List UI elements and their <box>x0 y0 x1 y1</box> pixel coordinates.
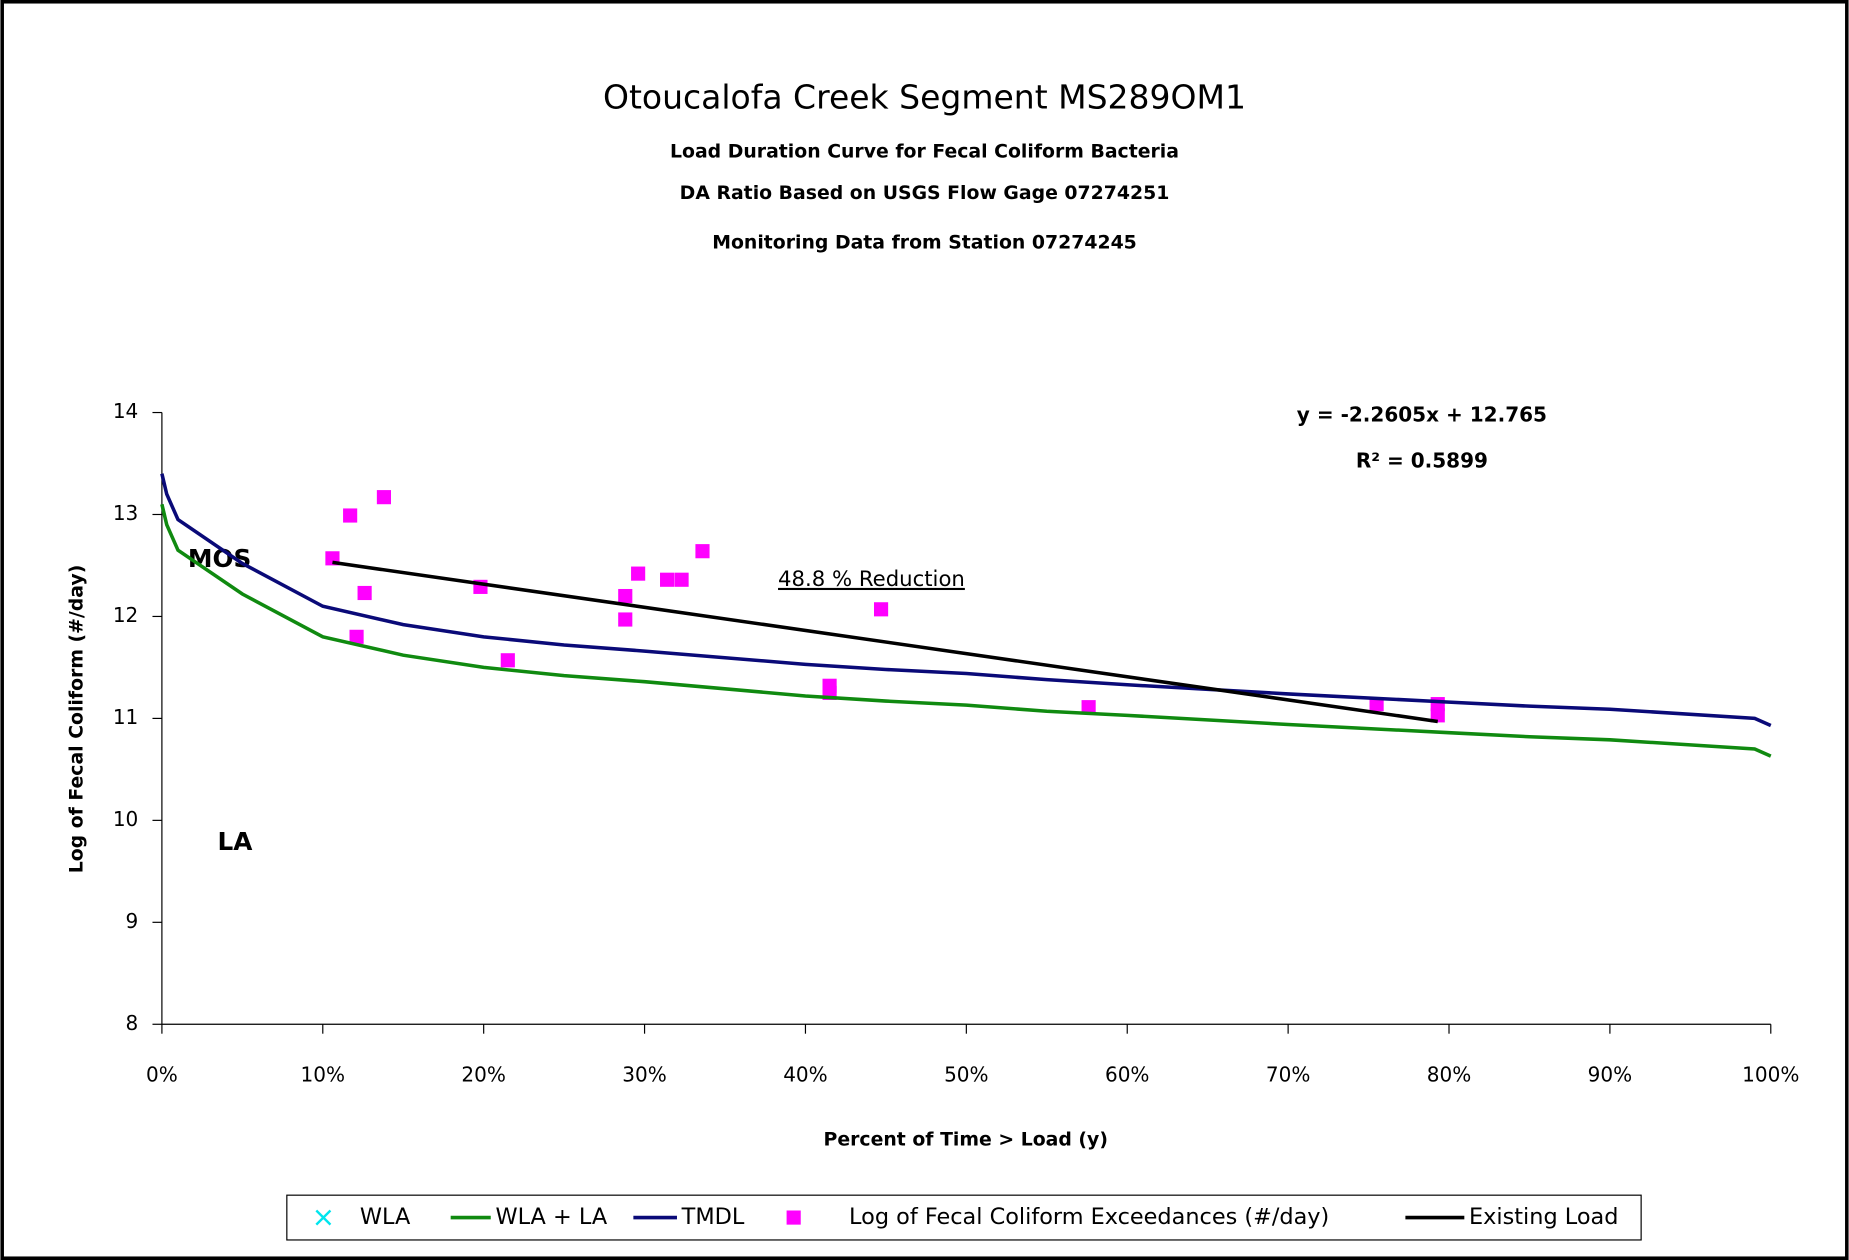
trend-equation: y = -2.2605x + 12.765 <box>1297 403 1547 427</box>
data-point <box>343 508 358 523</box>
y-tick-label: 12 <box>113 603 138 627</box>
data-point <box>618 588 633 604</box>
subtitle: DA Ratio Based on USGS Flow Gage 0727425… <box>680 183 1170 204</box>
x-axis-label: Percent of Time > Load (y) <box>824 1129 1108 1150</box>
data-point <box>695 544 710 559</box>
x-tick-label: 80% <box>1427 1063 1472 1087</box>
legend-label: TMDL <box>681 1204 745 1230</box>
data-point <box>1430 708 1445 723</box>
x-tick-label: 90% <box>1588 1063 1633 1087</box>
la-label: LA <box>218 827 254 856</box>
x-tick-label: 60% <box>1105 1063 1150 1087</box>
reduction-label: 48.8 % Reduction <box>778 567 965 592</box>
series-line <box>332 560 1438 724</box>
data-point <box>631 566 646 581</box>
legend-label: Existing Load <box>1469 1204 1618 1230</box>
y-tick-label: 8 <box>126 1011 139 1035</box>
data-point <box>873 602 889 617</box>
r-squared: R² = 0.5899 <box>1356 449 1488 473</box>
x-tick-label: 70% <box>1266 1063 1311 1087</box>
x-tick-label: 20% <box>461 1063 506 1087</box>
data-point <box>376 490 391 505</box>
data-point <box>1081 700 1096 715</box>
data-point <box>660 572 675 587</box>
data-point <box>674 572 689 587</box>
x-tick-label: 30% <box>622 1063 667 1087</box>
chart-title: Otoucalofa Creek Segment MS289OM1 <box>603 78 1246 117</box>
y-tick-label: 10 <box>113 807 138 831</box>
subtitle: Monitoring Data from Station 07274245 <box>712 232 1137 253</box>
data-point <box>1369 697 1384 712</box>
y-axis-label: Log of Fecal Coliform (#/day) <box>67 565 88 874</box>
data-point <box>349 629 364 644</box>
x-tick-label: 100% <box>1742 1063 1799 1087</box>
y-tick-label: 11 <box>113 705 138 729</box>
y-tick-label: 14 <box>113 399 138 423</box>
series-line <box>160 503 1772 758</box>
legend-label: WLA <box>360 1204 411 1230</box>
x-tick-label: 10% <box>301 1063 345 1087</box>
legend-label: Log of Fecal Coliform Exceedances (#/day… <box>849 1204 1329 1230</box>
data-point <box>357 585 372 601</box>
x-tick-label: 0% <box>146 1063 178 1087</box>
legend-label: WLA + LA <box>495 1204 607 1230</box>
x-tick-label: 50% <box>944 1063 989 1087</box>
legend-swatch <box>315 1209 332 1226</box>
data-point <box>500 653 515 668</box>
y-tick-label: 9 <box>126 909 139 933</box>
series-line <box>160 473 1772 728</box>
data-point <box>618 612 633 627</box>
y-tick-label: 13 <box>113 501 138 525</box>
legend-swatch <box>786 1210 801 1225</box>
x-tick-label: 40% <box>783 1063 828 1087</box>
subtitle: Load Duration Curve for Fecal Coliform B… <box>670 142 1179 163</box>
